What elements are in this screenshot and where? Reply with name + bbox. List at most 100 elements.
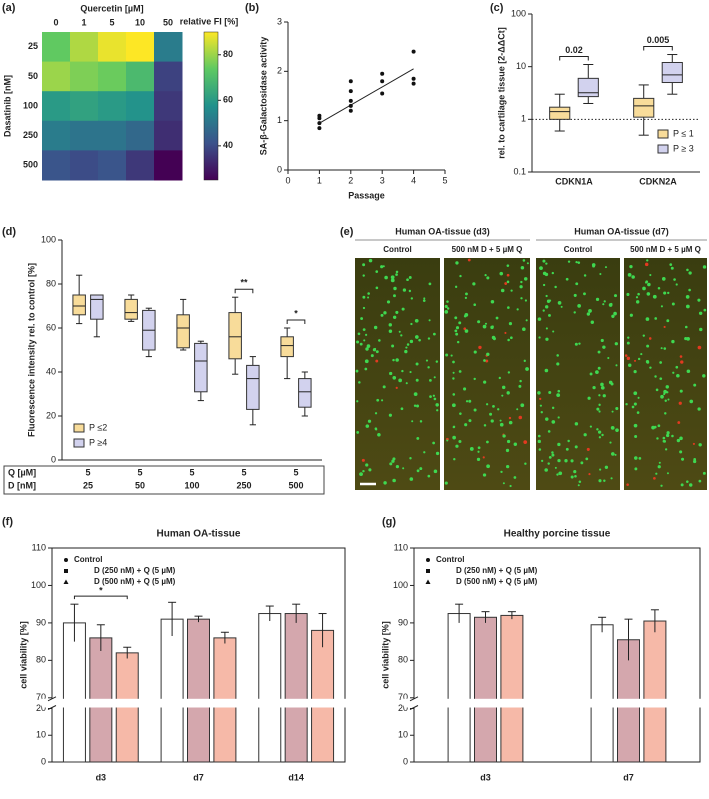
- cell-dot: [367, 419, 372, 423]
- cell-dot: [368, 258, 373, 263]
- colorbar-tick-label: 40: [223, 140, 233, 150]
- cell-dot: [548, 391, 552, 395]
- y-tick-label: 1: [277, 115, 282, 125]
- cell-dot: [670, 266, 674, 270]
- cell-dot: [545, 337, 549, 341]
- y-tick-label: 90: [398, 617, 408, 627]
- cell-dot: [627, 273, 632, 277]
- cell-dot: [679, 436, 683, 441]
- cell-dot: [358, 381, 361, 384]
- cell-dot: [646, 292, 651, 296]
- bar: [160, 618, 184, 763]
- cell-dot: [614, 342, 618, 346]
- cell-dot: [455, 444, 459, 448]
- cell-dot: [679, 355, 683, 358]
- cell-dot: [482, 456, 485, 459]
- cell-dot: [360, 317, 364, 320]
- cell-dot: [419, 467, 423, 471]
- point: [380, 91, 385, 96]
- cell-dot: [506, 391, 510, 395]
- legend-marker: [63, 579, 69, 584]
- x-tick-label: 2: [348, 175, 353, 185]
- cell-dot: [383, 481, 387, 485]
- point: [348, 103, 353, 108]
- legend-label: D (500 nM) + Q (5 µM): [94, 577, 176, 586]
- cell-dot: [428, 319, 431, 322]
- cell-dot: [693, 383, 697, 387]
- cell-dot: [589, 425, 592, 428]
- cell-dot: [429, 395, 432, 398]
- cell-dot: [409, 477, 414, 481]
- cell-dot: [685, 304, 690, 309]
- cell-dot: [446, 439, 449, 442]
- cell-dot: [506, 464, 510, 469]
- y-tick-label: 110: [32, 542, 46, 552]
- point: [411, 49, 416, 54]
- cell-dot: [374, 427, 378, 430]
- heatmap-cell: [70, 32, 99, 63]
- cell-dot: [484, 274, 487, 277]
- legend-label: P ≥ 3: [673, 143, 694, 153]
- cell-dot: [392, 358, 395, 362]
- cell-dot: [433, 376, 436, 379]
- colorbar-label: relative FI [%]: [180, 16, 239, 26]
- cell-dot: [574, 342, 578, 346]
- cell-dot: [356, 400, 359, 403]
- cell-dot: [680, 483, 684, 487]
- cell-dot: [578, 342, 581, 345]
- cell-dot: [418, 338, 421, 342]
- cell-dot: [539, 397, 542, 400]
- cell-dot: [492, 404, 495, 408]
- cell-dot: [585, 457, 589, 461]
- cell-dot: [410, 297, 414, 300]
- cell-dot: [499, 271, 504, 276]
- cell-dot: [473, 408, 477, 412]
- significance-bracket: [559, 55, 589, 61]
- cell-dot: [588, 309, 592, 313]
- cell-dot: [375, 350, 379, 354]
- legend-marker: [64, 558, 68, 562]
- legend-swatch: [657, 129, 669, 139]
- cell-dot: [362, 328, 366, 331]
- point: [348, 89, 353, 94]
- cell-dot: [395, 386, 398, 389]
- cell-dot: [415, 362, 419, 366]
- box: [176, 314, 190, 349]
- cell-dot: [676, 438, 681, 443]
- cell-dot: [491, 325, 494, 328]
- cell-dot: [657, 465, 661, 469]
- cell-dot: [463, 387, 467, 391]
- cell-dot: [573, 293, 577, 297]
- cell-dot: [458, 321, 462, 325]
- cell-dot: [381, 399, 384, 402]
- cell-dot: [537, 391, 541, 395]
- cell-dot: [552, 330, 555, 333]
- cell-dot: [380, 313, 384, 317]
- cell-dot: [560, 305, 563, 308]
- cell-dot: [452, 425, 456, 429]
- x-axis-label: Quercetin [µM]: [80, 3, 143, 13]
- box: [280, 336, 294, 358]
- colorbar: [203, 31, 219, 181]
- bar: [500, 614, 524, 763]
- cell-dot: [548, 313, 551, 317]
- heatmap-cell: [42, 150, 71, 181]
- cell-dot: [603, 300, 606, 303]
- legend-label: Control: [436, 555, 464, 564]
- cell-dot: [551, 406, 555, 410]
- cell-dot: [363, 339, 366, 342]
- cell-dot: [405, 382, 408, 385]
- point: [317, 126, 322, 131]
- cell-dot: [633, 423, 638, 428]
- cell-dot: [660, 305, 663, 308]
- x-tick-label: 1: [317, 175, 322, 185]
- cell-dot: [634, 456, 638, 460]
- cell-dot: [402, 467, 405, 470]
- cell-dot: [686, 337, 690, 341]
- chart-title: Human OA-tissue: [157, 529, 241, 540]
- cell-dot: [545, 294, 548, 298]
- cell-dot: [472, 282, 476, 286]
- cell-dot: [556, 362, 560, 366]
- cell-dot: [544, 368, 549, 373]
